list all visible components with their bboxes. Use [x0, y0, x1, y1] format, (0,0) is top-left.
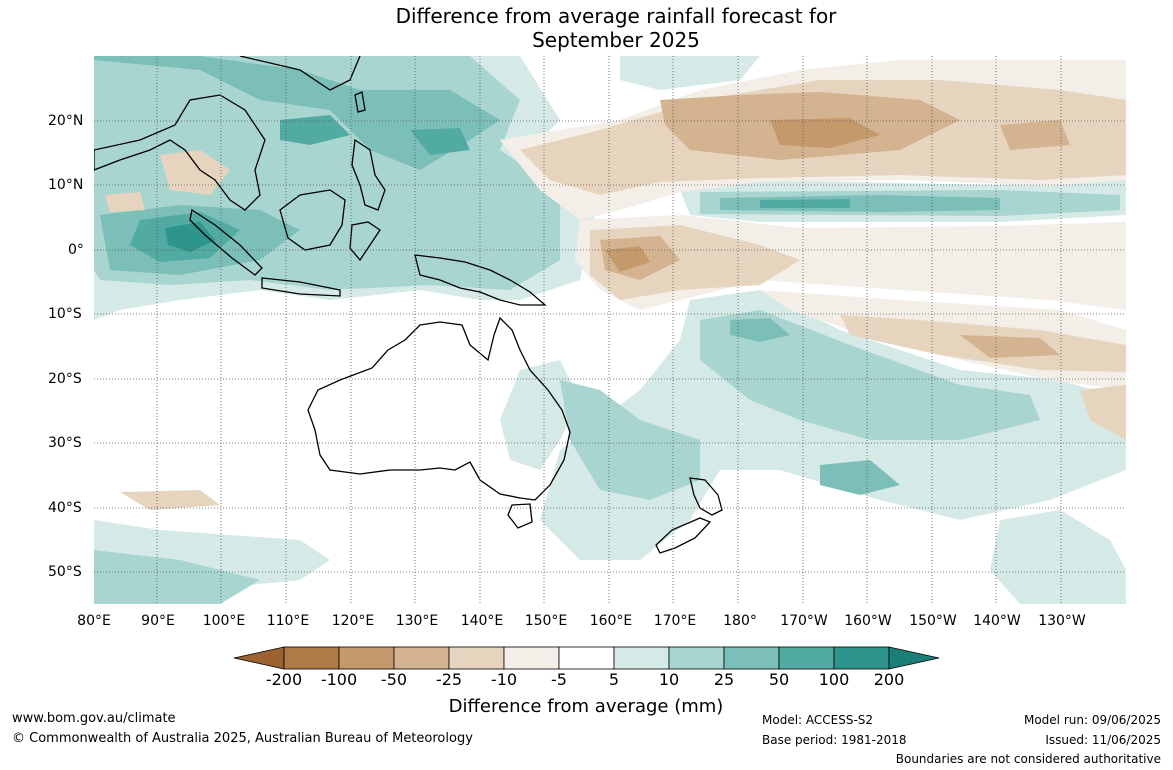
lat-label: 0°	[68, 242, 84, 258]
colorbar-tick-label: -100	[320, 670, 358, 689]
colorbar-tick-label: -25	[435, 670, 463, 689]
new-guinea-coastline	[414, 254, 547, 306]
lat-label: 10°S	[48, 306, 82, 322]
lon-label: 90°E	[141, 613, 175, 629]
lon-label: 130°W	[1038, 613, 1086, 629]
colorbar-swatch	[448, 646, 505, 670]
lon-label: 140°W	[973, 613, 1021, 629]
anomaly-region	[94, 550, 260, 604]
australia-coastline	[307, 316, 571, 501]
rainfall-anomaly-shading	[94, 56, 1126, 604]
anomaly-region	[165, 222, 215, 252]
lat-label: 50°S	[48, 564, 82, 580]
lon-label: 120°E	[331, 613, 375, 629]
colorbar-tick-label: -5	[551, 670, 567, 689]
anomaly-region	[1000, 120, 1070, 150]
lat-label: 10°N	[48, 177, 84, 193]
model-run-text: Model run: 09/06/2025	[1023, 713, 1161, 727]
new-zealand-coastline	[655, 477, 723, 554]
lat-label: 40°S	[48, 500, 82, 516]
sulawesi-coastline	[349, 221, 381, 262]
colorbar-swatch	[283, 646, 340, 670]
copyright-text: © Commonwealth of Australia 2025, Austra…	[12, 731, 473, 746]
anomaly-region	[620, 56, 760, 90]
coastlines	[94, 56, 723, 554]
lon-label: 160°E	[589, 613, 633, 629]
model-text: Model: ACCESS-S2	[762, 713, 874, 727]
lon-label: 160°W	[844, 613, 892, 629]
borneo-coastline	[279, 189, 346, 251]
colorbar-tick-label: 200	[873, 670, 905, 689]
map-title: Difference from average rainfall forecas…	[0, 4, 1173, 52]
anomaly-region	[120, 490, 220, 510]
title-line-2: September 2025	[532, 28, 700, 52]
anomaly-region	[730, 318, 790, 342]
tasmania-coastline	[507, 503, 533, 529]
anomaly-region	[560, 380, 700, 500]
disclaimer-text: Boundaries are not considered authoritat…	[895, 752, 1161, 766]
lon-label: 140°E	[460, 613, 504, 629]
colorbar-tick-label: 100	[818, 670, 850, 689]
colorbar-tick-label: 50	[768, 670, 790, 689]
taiwan-coastline	[354, 91, 366, 113]
anomaly-region	[500, 360, 580, 470]
colorbar-swatch	[558, 646, 615, 670]
sumatra-coastline	[189, 208, 263, 276]
anomaly-region	[700, 310, 1040, 440]
colorbar-swatch	[613, 646, 670, 670]
java-coastline	[261, 277, 341, 297]
anomaly-region	[1080, 385, 1126, 440]
graticule	[94, 56, 1126, 604]
anomaly-region	[960, 335, 1060, 358]
colorbar-tick-label: 25	[713, 670, 735, 689]
issued-text: Issued: 11/06/2025	[1045, 733, 1161, 747]
lon-label: 180°	[723, 613, 757, 629]
title-line-1: Difference from average rainfall forecas…	[395, 4, 837, 28]
base-period-text: Base period: 1981-2018	[762, 733, 907, 747]
china-coastline	[239, 56, 361, 91]
anomaly-region	[770, 118, 880, 148]
lon-label: 110°E	[266, 613, 310, 629]
colorbar-tick-label: -200	[265, 670, 303, 689]
colorbar-title: Difference from average (mm)	[448, 696, 724, 717]
colorbar-swatch	[393, 646, 450, 670]
anomaly-region	[94, 56, 500, 170]
website-text: www.bom.gov.au/climate	[12, 711, 176, 726]
lon-label: 170°E	[653, 613, 697, 629]
colorbar-extend-high	[888, 646, 940, 670]
anomaly-region	[105, 192, 145, 212]
colorbar-swatch	[338, 646, 395, 670]
colorbar-swatch	[503, 646, 560, 670]
anomaly-region	[160, 150, 230, 195]
lat-label: 20°N	[48, 113, 84, 129]
colorbar-swatch	[723, 646, 780, 670]
colorbar-tick-label: -10	[490, 670, 518, 689]
lon-label: 80°E	[77, 613, 111, 629]
anomaly-region	[280, 115, 350, 145]
lon-label: 150°E	[524, 613, 568, 629]
anomaly-region	[605, 246, 650, 272]
lat-label: 30°S	[48, 435, 82, 451]
anomaly-region	[410, 128, 470, 155]
lon-label: 100°E	[202, 613, 246, 629]
colorbar-swatch	[778, 646, 835, 670]
colorbar-tick-label: 10	[658, 670, 680, 689]
philippines-coastline	[351, 138, 386, 211]
lon-label: 130°E	[395, 613, 439, 629]
colorbar-swatch	[833, 646, 890, 670]
colorbar-tick-label: 5	[608, 670, 620, 689]
lon-label: 170°W	[780, 613, 828, 629]
anomaly-region	[760, 199, 850, 208]
anomaly-region	[990, 510, 1126, 604]
lon-label: 150°W	[909, 613, 957, 629]
anomaly-region	[820, 460, 900, 495]
colorbar-tick-label: -50	[380, 670, 408, 689]
colorbar-extend-low	[233, 646, 285, 670]
lat-label: 20°S	[48, 371, 82, 387]
mainland-asia-coastline	[94, 94, 266, 211]
colorbar-swatch	[668, 646, 725, 670]
